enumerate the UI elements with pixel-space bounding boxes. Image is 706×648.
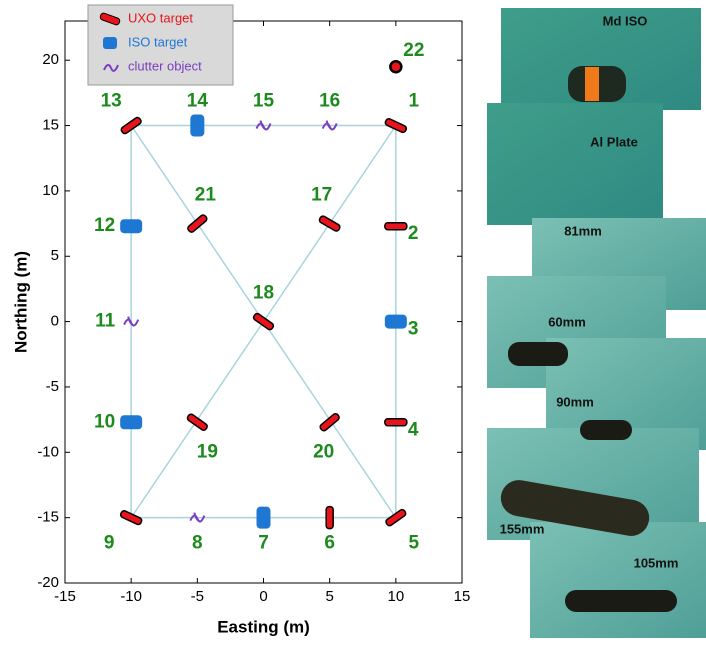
photo: [487, 103, 663, 225]
target-number: 4: [408, 419, 419, 440]
x-tick-label: 15: [454, 588, 471, 605]
target-number: 8: [192, 533, 203, 554]
target-number: 21: [195, 185, 217, 206]
target-number: 6: [324, 533, 335, 554]
y-tick-label: 20: [42, 51, 59, 68]
target-number: 12: [94, 215, 115, 236]
photo-label: 90mm: [556, 394, 594, 409]
photos: [487, 8, 706, 638]
photo-label: Al Plate: [590, 134, 638, 149]
target-number: 5: [409, 533, 420, 554]
target-number: 18: [253, 283, 274, 304]
target-number: 2: [408, 223, 419, 244]
x-tick-label: -10: [120, 588, 142, 605]
target-number: 20: [313, 441, 334, 462]
iso-marker: [190, 115, 204, 137]
y-tick-label: 15: [42, 117, 59, 134]
legend-swatch: [103, 37, 117, 49]
uxo-marker: [326, 507, 333, 529]
photo-label: 81mm: [564, 223, 602, 238]
legend-label: clutter object: [128, 58, 202, 73]
target-number: 9: [104, 533, 115, 554]
y-tick-label: 0: [51, 313, 59, 330]
x-tick-label: 10: [387, 588, 404, 605]
y-tick-label: -10: [37, 443, 59, 460]
y-axis-label: Northing (m): [11, 251, 30, 353]
target-number: 17: [311, 185, 332, 206]
x-tick-label: -5: [191, 588, 204, 605]
uxo-marker: [385, 419, 407, 426]
photo-label: 60mm: [548, 314, 586, 329]
chart: -15-10-5051015-20-15-10-505101520Easting…: [0, 0, 706, 643]
x-axis-label: Easting (m): [217, 617, 310, 636]
target-number: 11: [95, 311, 116, 332]
target-number: 15: [253, 91, 275, 112]
target-number: 7: [258, 533, 269, 554]
legend-label: ISO target: [128, 34, 188, 49]
photo-object: [565, 590, 677, 612]
photo-label: Md ISO: [603, 13, 648, 28]
x-tick-label: 5: [325, 588, 333, 605]
photo: [530, 522, 706, 638]
y-tick-label: -5: [46, 378, 59, 395]
photo-label: 105mm: [634, 555, 679, 570]
legend-label: UXO target: [128, 10, 193, 25]
photo-label: 155mm: [500, 521, 545, 536]
x-tick-label: 0: [259, 588, 267, 605]
y-tick-label: 10: [42, 182, 59, 199]
y-tick-label: 5: [51, 247, 59, 264]
target-number: 16: [319, 91, 340, 112]
target-number: 3: [408, 319, 419, 340]
photo-object: [585, 67, 599, 101]
target-number: 22: [403, 40, 424, 61]
target-number: 19: [197, 441, 218, 462]
target-number: 10: [94, 411, 115, 432]
uxo-marker: [385, 223, 407, 230]
target-number: 13: [101, 91, 122, 112]
iso-marker: [120, 219, 142, 233]
iso-marker: [120, 415, 142, 429]
y-tick-label: -15: [37, 509, 59, 526]
target-number: 1: [409, 91, 420, 112]
photo-object: [580, 420, 632, 440]
y-tick-label: -20: [37, 574, 59, 591]
iso-marker: [385, 315, 407, 329]
reference-marker: [390, 61, 401, 72]
iso-marker: [257, 507, 271, 529]
target-number: 14: [187, 91, 209, 112]
photo-object: [508, 342, 568, 366]
